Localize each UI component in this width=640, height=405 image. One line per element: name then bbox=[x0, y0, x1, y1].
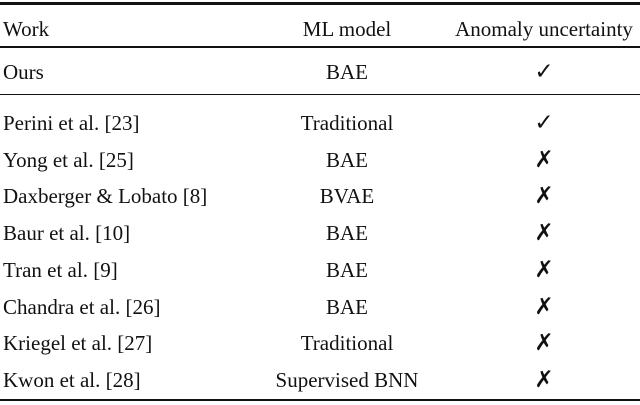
highlight-row-rule bbox=[0, 93, 640, 96]
model-cell: BAE bbox=[326, 294, 368, 319]
table-row: Chandra et al. [26] BAE ✗ bbox=[0, 289, 640, 326]
check-mark-icon: ✓ bbox=[534, 59, 554, 85]
cross-mark-icon: ✗ bbox=[534, 293, 554, 320]
col-header-ml-model: ML model bbox=[302, 16, 392, 41]
model-cell: BAE bbox=[326, 60, 368, 84]
cross-mark-icon: ✗ bbox=[534, 330, 554, 357]
model-cell: BAE bbox=[326, 221, 368, 246]
work-cell: Tran et al. [9] bbox=[3, 257, 118, 282]
table-row: Perini et al. [23] Traditional ✓ bbox=[0, 105, 640, 142]
table-row-ours: Ours BAE ✓ bbox=[0, 55, 640, 91]
model-cell: Traditional bbox=[300, 331, 394, 356]
work-cell: Daxberger & Lobato [8] bbox=[3, 184, 208, 209]
col-header-work: Work bbox=[3, 16, 50, 41]
header-bottom-rule bbox=[0, 46, 640, 48]
check-mark-icon: ✓ bbox=[534, 109, 554, 136]
work-cell: Perini et al. [23] bbox=[3, 110, 140, 135]
cross-mark-icon: ✗ bbox=[534, 220, 554, 247]
col-header-uncertainty: Anomaly uncertainty bbox=[455, 16, 633, 41]
table-row: Daxberger & Lobato [8] BVAE ✗ bbox=[0, 179, 640, 216]
table-row: Baur et al. [10] BAE ✗ bbox=[0, 215, 640, 252]
cross-mark-icon: ✗ bbox=[534, 146, 554, 173]
table-row: Kwon et al. [28] Supervised BNN ✗ bbox=[0, 362, 640, 399]
work-cell: Ours bbox=[3, 60, 44, 84]
cross-mark-icon: ✗ bbox=[534, 367, 554, 394]
table-row: Tran et al. [9] BAE ✗ bbox=[0, 252, 640, 289]
table-body: Perini et al. [23] Traditional ✓ Yong et… bbox=[0, 105, 640, 399]
table-bottom-rule bbox=[0, 398, 640, 402]
model-cell: Supervised BNN bbox=[275, 368, 419, 393]
model-cell: BAE bbox=[326, 147, 368, 172]
cross-mark-icon: ✗ bbox=[534, 183, 554, 210]
table-top-rule bbox=[0, 2, 640, 5]
model-cell: BVAE bbox=[319, 184, 375, 209]
work-cell: Baur et al. [10] bbox=[3, 221, 131, 246]
work-cell: Yong et al. [25] bbox=[3, 147, 134, 172]
work-cell: Chandra et al. [26] bbox=[3, 294, 161, 319]
table-header-row: Work ML model Anomaly uncertainty bbox=[0, 11, 640, 47]
table-row: Kriegel et al. [27] Traditional ✗ bbox=[0, 326, 640, 363]
model-cell: Traditional bbox=[300, 110, 394, 135]
work-cell: Kwon et al. [28] bbox=[3, 368, 141, 393]
model-cell: BAE bbox=[326, 257, 368, 282]
cross-mark-icon: ✗ bbox=[534, 256, 554, 283]
table-row: Yong et al. [25] BAE ✗ bbox=[0, 142, 640, 179]
work-cell: Kriegel et al. [27] bbox=[3, 331, 153, 356]
